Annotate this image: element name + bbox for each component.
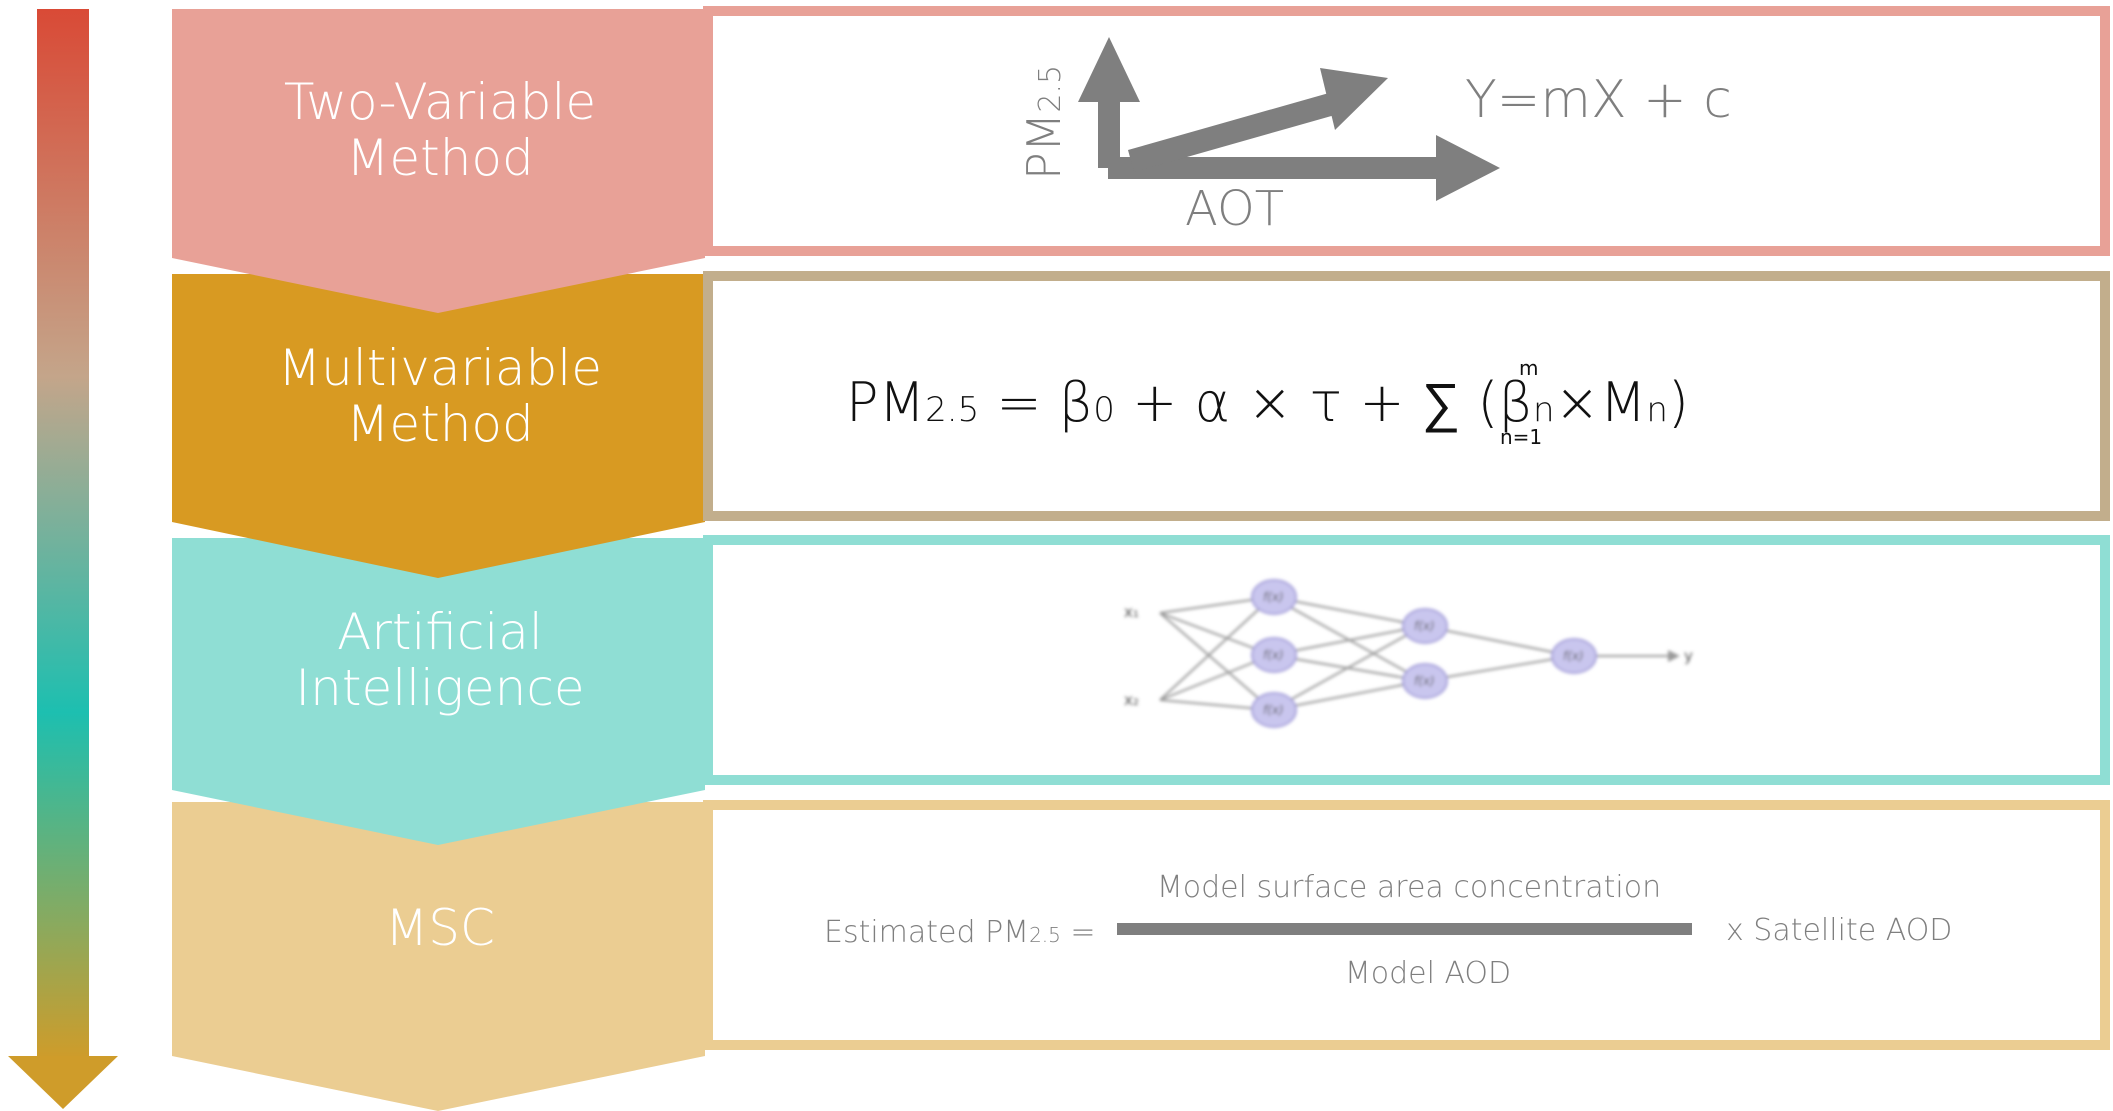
nn-node bbox=[1251, 637, 1297, 673]
label-msc: MSC bbox=[172, 900, 708, 956]
chevron-two-variable bbox=[172, 9, 705, 313]
msc-rhs: x Satellite AOD bbox=[1726, 913, 1952, 948]
y-axis-arrowhead bbox=[1078, 37, 1140, 102]
msc-formula: Estimated PM2.5 = Model surface area con… bbox=[824, 870, 1952, 991]
label-multivariable-method: Multivariable Method bbox=[172, 340, 708, 452]
progression-arrow-shaft bbox=[37, 9, 89, 1059]
label-line: Two-Variable bbox=[283, 73, 597, 131]
msc-fraction-bar bbox=[1117, 923, 1692, 935]
nn-node-label: f(x) bbox=[1263, 590, 1284, 604]
nn-node bbox=[1251, 692, 1297, 728]
y-axis-label: PM2.5 bbox=[1017, 65, 1071, 180]
nn-input-2: x₂ bbox=[1124, 691, 1139, 709]
sum-lower-limit: n=1 bbox=[1500, 425, 1542, 449]
label-line: Method bbox=[346, 395, 534, 453]
two-variable-graphic: PM2.5 AOT Y=mX + c bbox=[1017, 37, 1732, 237]
panel-artificial-intelligence bbox=[703, 535, 2110, 785]
chevron-multivariable bbox=[172, 274, 705, 578]
nn-node-label: f(x) bbox=[1414, 619, 1435, 633]
msc-numerator: Model surface area concentration bbox=[1157, 870, 1661, 905]
nn-output-label: y bbox=[1684, 647, 1693, 665]
trend-arrow-shaft bbox=[1128, 89, 1349, 172]
nn-node bbox=[1551, 638, 1597, 674]
nn-output-arrowhead bbox=[1668, 650, 1680, 662]
linear-equation: Y=mX + c bbox=[1465, 70, 1732, 130]
label-line: Artificial bbox=[337, 603, 543, 661]
label-artificial-intelligence: Artificial Intelligence bbox=[172, 604, 708, 716]
sum-upper-limit: m bbox=[1519, 356, 1538, 380]
chevron-artificial-intelligence bbox=[172, 538, 705, 845]
panel-multivariable bbox=[703, 271, 2110, 521]
nn-node bbox=[1402, 663, 1448, 699]
label-line: Method bbox=[346, 129, 534, 187]
label-line: Intelligence bbox=[295, 659, 585, 717]
x-axis-arrowhead bbox=[1436, 135, 1500, 201]
label-line: MSC bbox=[385, 899, 495, 957]
x-axis-label: AOT bbox=[1185, 181, 1284, 237]
nn-node bbox=[1402, 608, 1448, 644]
y-axis-shaft bbox=[1098, 92, 1120, 168]
nn-node bbox=[1251, 579, 1297, 615]
x-axis-shaft bbox=[1108, 157, 1454, 179]
nn-input-1: x₁ bbox=[1124, 603, 1139, 621]
nn-node-label: f(x) bbox=[1263, 703, 1284, 717]
trend-arrow-head bbox=[1320, 68, 1388, 130]
label-two-variable-method: Two-Variable Method bbox=[172, 74, 708, 186]
msc-denominator: Model AOD bbox=[1345, 956, 1511, 991]
formula-line: PM2.5 = β0 + α × τ + ∑ (βn×Mn) bbox=[846, 371, 1689, 434]
multivariable-formula: PM2.5 = β0 + α × τ + ∑ (βn×Mn) m n=1 bbox=[846, 356, 1689, 449]
chevron-msc bbox=[172, 802, 705, 1111]
progression-arrow bbox=[8, 9, 118, 1109]
panel-two-variable bbox=[703, 6, 2110, 256]
nn-node-label: f(x) bbox=[1263, 648, 1284, 662]
label-line: Multivariable bbox=[278, 339, 602, 397]
nn-node-label: f(x) bbox=[1414, 674, 1435, 688]
progression-arrow-head bbox=[8, 1056, 118, 1109]
nn-node-label: f(x) bbox=[1563, 649, 1584, 663]
nn-nodes bbox=[1251, 579, 1597, 728]
neural-network-diagram: f(x) f(x) f(x) f(x) f(x) f(x) x₁ x₂ y bbox=[1124, 579, 1693, 728]
msc-lhs: Estimated PM2.5 = bbox=[824, 915, 1096, 950]
